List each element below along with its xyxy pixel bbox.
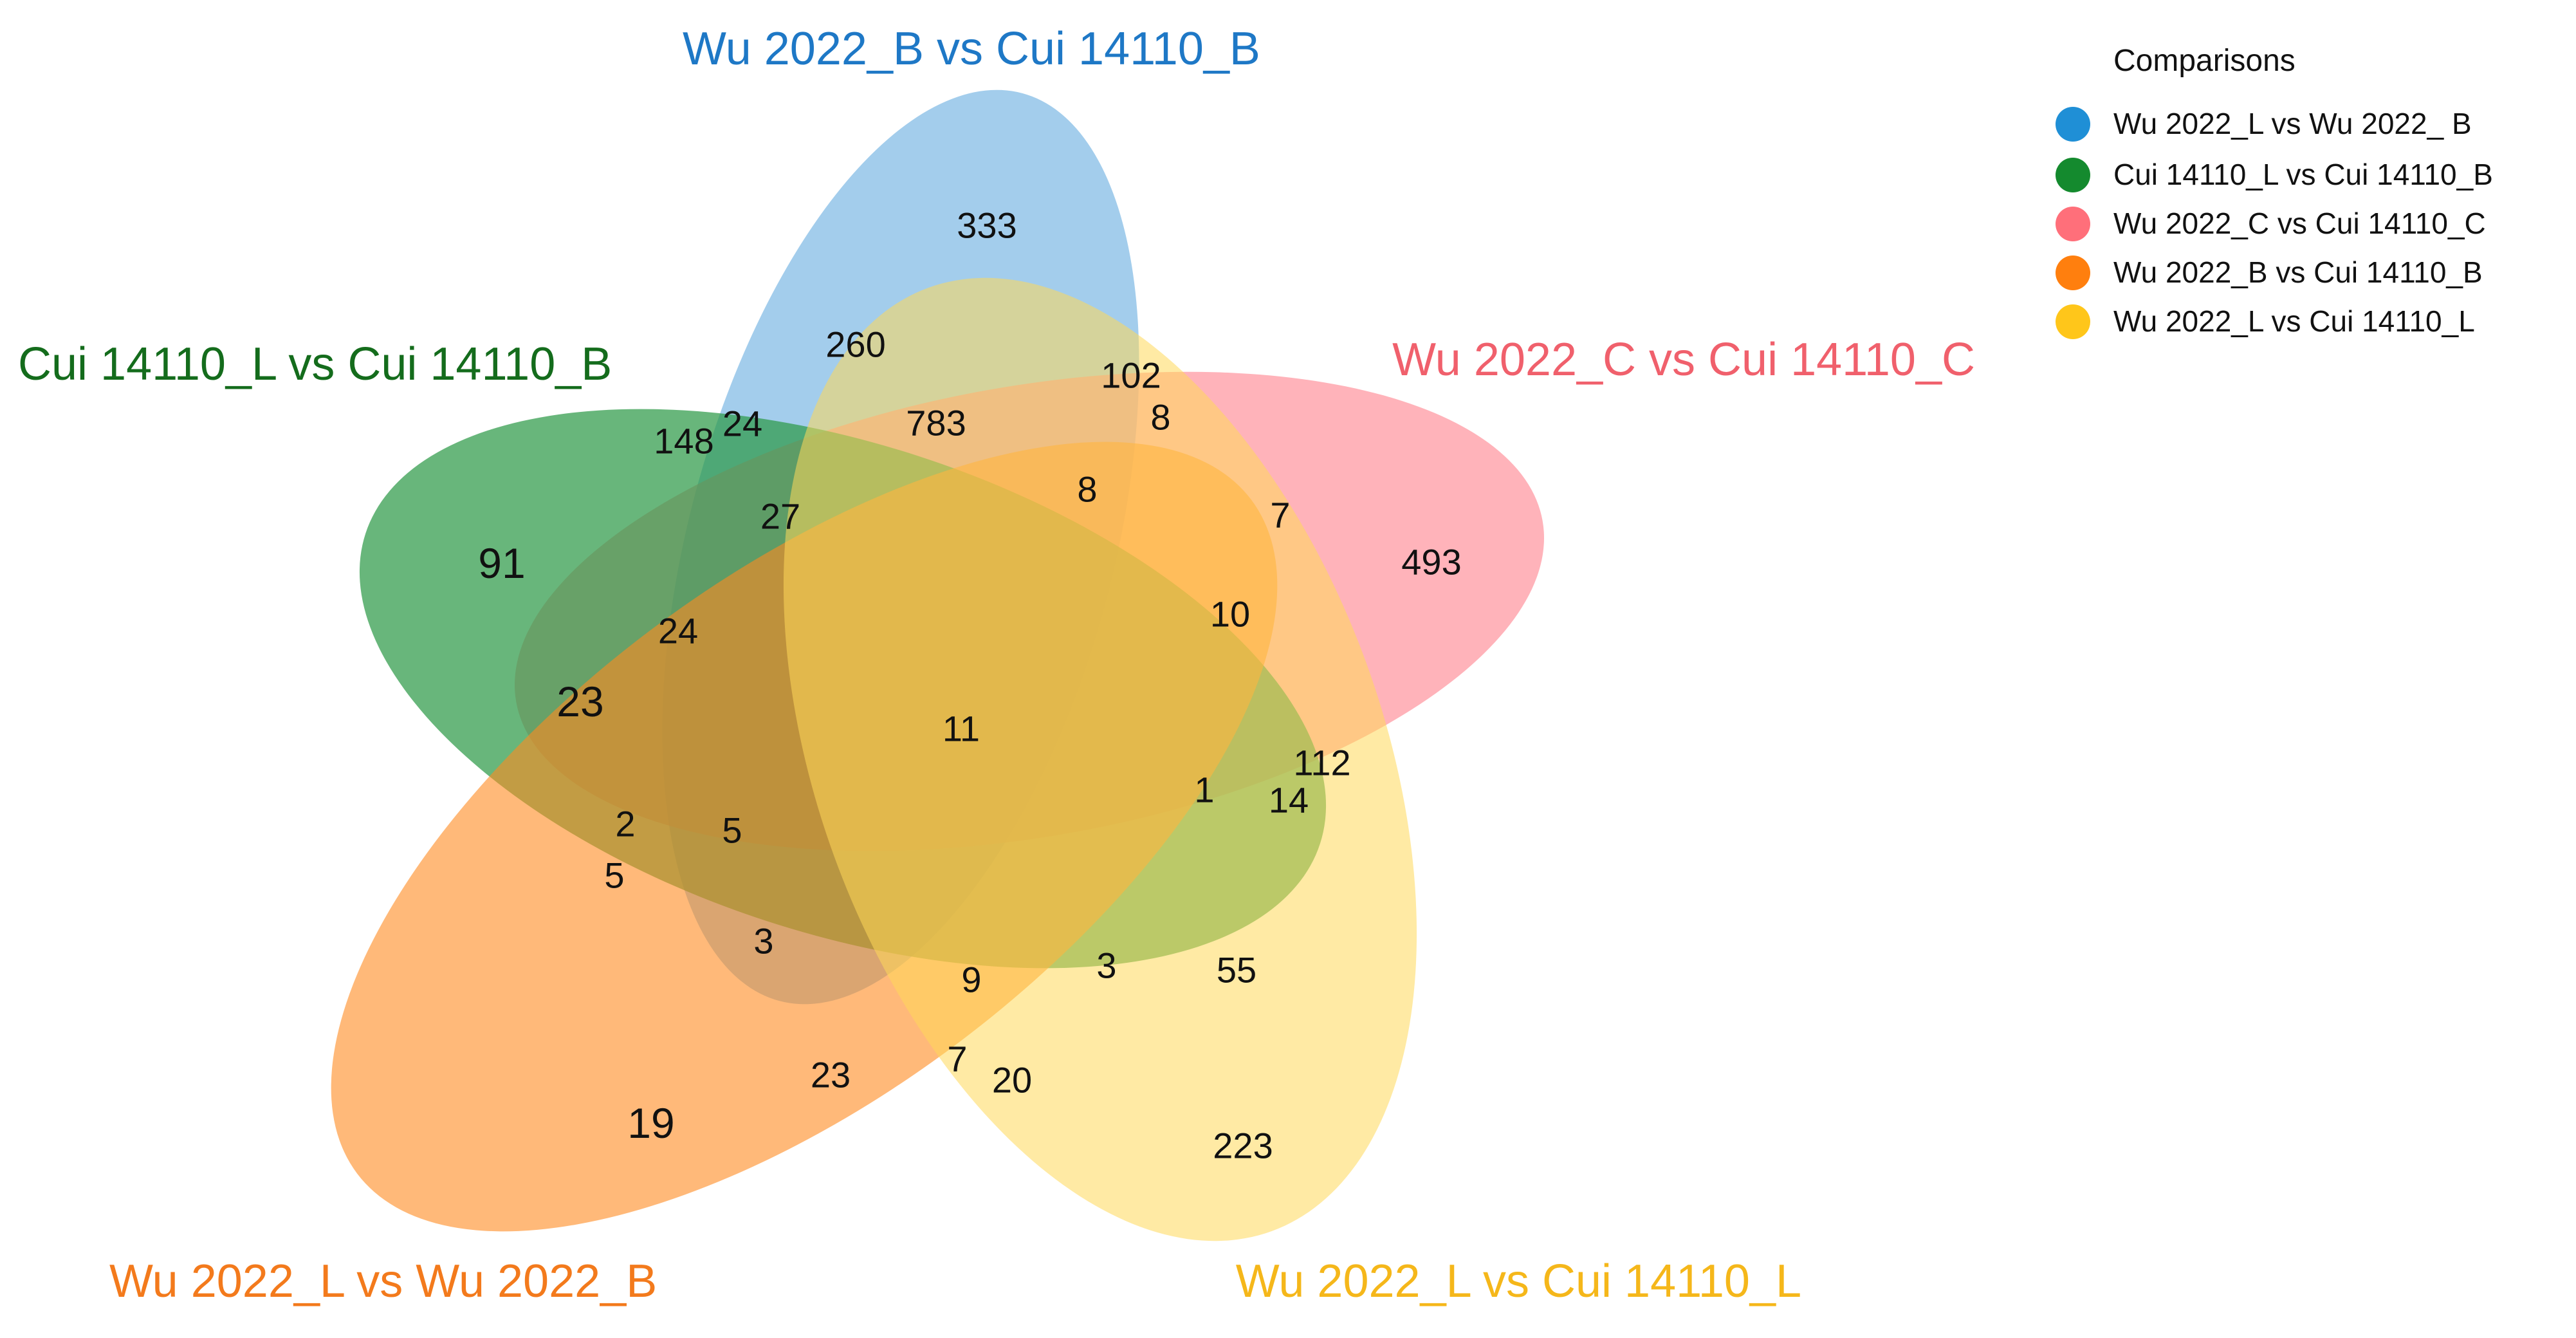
- region-count: 8: [1077, 469, 1097, 510]
- region-count: 24: [722, 404, 762, 444]
- region-count: 7: [1270, 495, 1290, 535]
- region-count: 2: [615, 804, 635, 844]
- set-label-pink: Wu 2022_C vs Cui 14110_C: [1392, 334, 1975, 386]
- region-count: 19: [627, 1099, 674, 1147]
- set-label-blue: Wu 2022_B vs Cui 14110_B: [683, 23, 1260, 75]
- legend-swatch-orange: [2056, 256, 2090, 290]
- region-count: 102: [1101, 355, 1161, 396]
- set-label-orange: Wu 2022_L vs Wu 2022_B: [109, 1256, 657, 1307]
- region-count: 9: [961, 960, 981, 1000]
- region-count: 27: [760, 496, 800, 537]
- region-count: 112: [1293, 743, 1350, 783]
- region-count: 7: [947, 1039, 967, 1079]
- set-label-yellow: Wu 2022_L vs Cui 14110_L: [1236, 1256, 1801, 1307]
- region-counts: 333 260 102 783 8 24 148 91 27 8 7 493 2…: [478, 205, 1461, 1166]
- region-count: 14: [1269, 780, 1309, 821]
- set-label-green: Cui 14110_L vs Cui 14110_B: [18, 339, 612, 390]
- region-count: 20: [992, 1060, 1032, 1101]
- legend-item-label: Wu 2022_C vs Cui 14110_C: [2113, 207, 2486, 240]
- region-count: 11: [943, 709, 980, 749]
- region-count: 493: [1401, 542, 1461, 582]
- region-count: 333: [957, 205, 1017, 246]
- legend-title: Comparisons: [2113, 44, 2295, 78]
- region-count: 8: [1150, 397, 1170, 438]
- region-count: 10: [1210, 594, 1250, 635]
- region-count: 783: [906, 403, 966, 443]
- legend-item-label: Wu 2022_L vs Wu 2022_ B: [2113, 107, 2472, 140]
- region-count: 23: [811, 1055, 851, 1095]
- legend-swatch-blue: [2056, 107, 2090, 142]
- region-count: 1: [1194, 770, 1214, 810]
- region-count: 3: [1096, 945, 1116, 986]
- region-count: 24: [658, 611, 698, 651]
- region-count: 23: [557, 678, 603, 725]
- legend: Comparisons Wu 2022_L vs Wu 2022_ B Cui …: [2056, 44, 2493, 339]
- region-count: 91: [478, 539, 525, 587]
- region-count: 5: [722, 810, 742, 851]
- legend-swatch-green: [2056, 158, 2090, 192]
- region-count: 223: [1213, 1126, 1273, 1166]
- venn-sets: [331, 89, 1545, 1241]
- region-count: 148: [654, 421, 713, 461]
- region-count: 55: [1217, 950, 1256, 990]
- region-count: 260: [825, 324, 885, 365]
- set-ellipse-yellow: [783, 277, 1417, 1241]
- legend-swatch-pink: [2056, 207, 2090, 241]
- legend-swatch-yellow: [2056, 304, 2090, 339]
- region-count: 3: [753, 921, 773, 962]
- region-count: 5: [604, 855, 624, 896]
- legend-item-label: Wu 2022_B vs Cui 14110_B: [2113, 256, 2483, 289]
- legend-item-label: Wu 2022_L vs Cui 14110_L: [2113, 304, 2475, 338]
- legend-item-label: Cui 14110_L vs Cui 14110_B: [2113, 158, 2493, 191]
